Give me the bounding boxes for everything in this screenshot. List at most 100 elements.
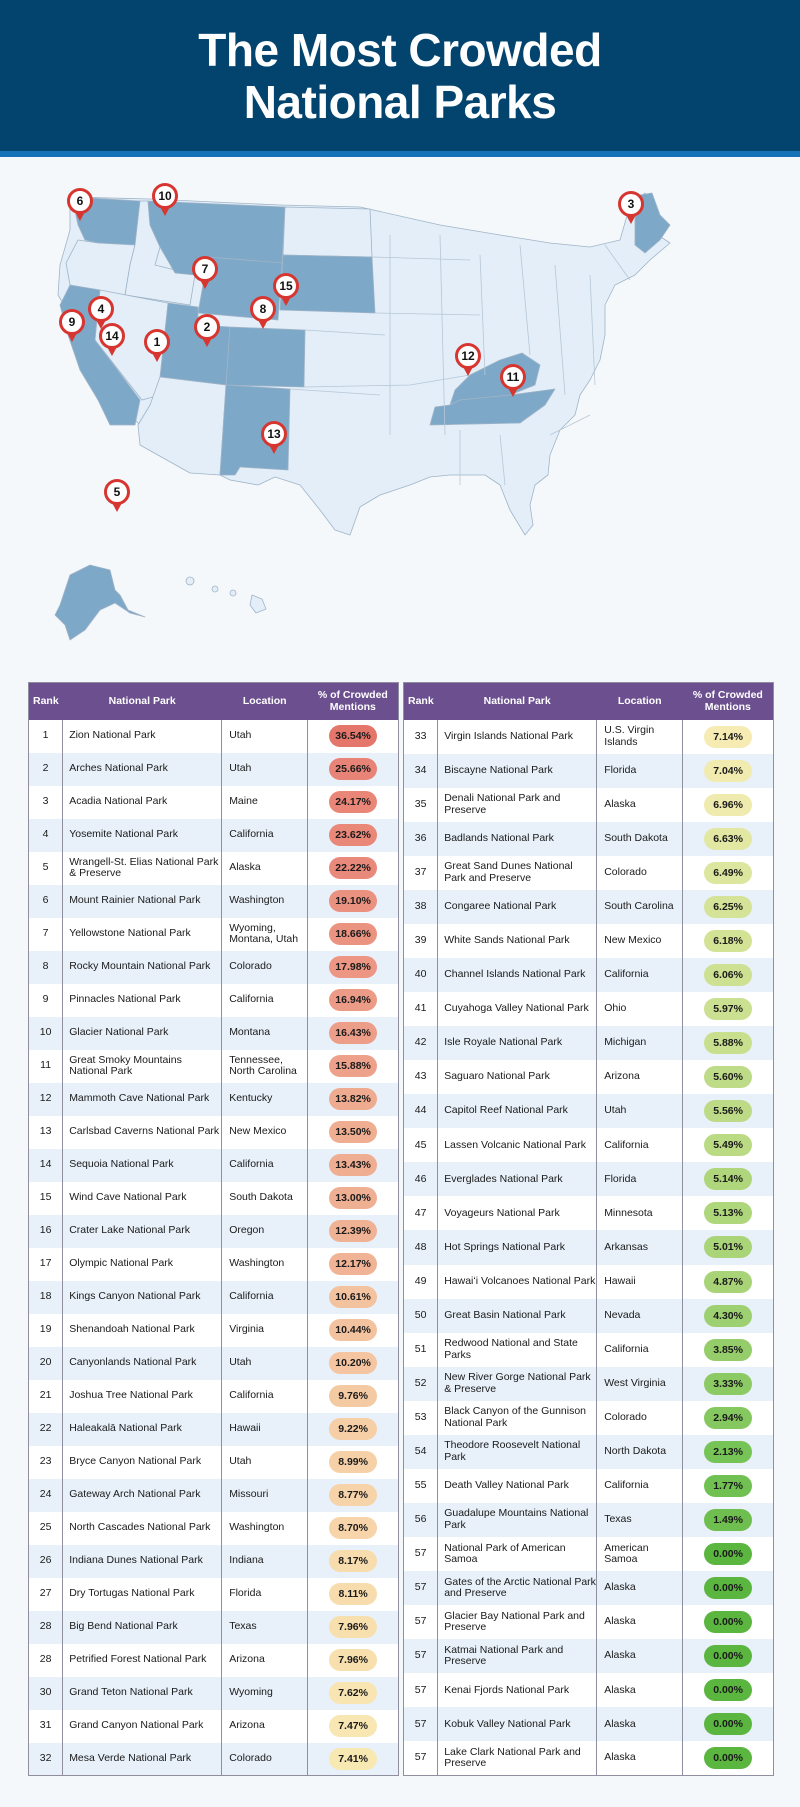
pin-number: 8: [250, 296, 276, 322]
map-pin-rank-5[interactable]: 5: [104, 479, 130, 513]
pct-cell: 16.94%: [307, 983, 399, 1017]
table-row: 37 Great Sand Dunes National Park and Pre…: [403, 855, 774, 890]
location-cell: Arizona: [221, 1709, 308, 1743]
pct-cell: 2.13%: [682, 1434, 774, 1469]
table-row: 10 Glacier National Park Montana 16.43%: [28, 1016, 399, 1050]
header-pct-line2: Mentions: [704, 701, 751, 714]
pct-badge: 8.77%: [329, 1484, 378, 1506]
table-row: 18 Kings Canyon National Park California 10…: [28, 1280, 399, 1314]
table-row: 57 Gates of the Arctic National Park and …: [403, 1571, 774, 1606]
park-name-cell: Mount Rainier National Park: [62, 884, 222, 918]
location-cell: Colorado: [221, 1742, 308, 1776]
location-cell: Washington: [221, 1247, 308, 1281]
pct-badge: 5.13%: [704, 1202, 753, 1225]
pct-cell: 7.96%: [307, 1610, 399, 1644]
table-row: 57 Kobuk Valley National Park Alaska 0.00%: [403, 1707, 774, 1742]
location-cell: Alaska: [596, 1707, 683, 1742]
map-pin-rank-12[interactable]: 12: [455, 343, 481, 377]
pct-badge: 7.96%: [329, 1616, 378, 1638]
location-cell: California: [596, 1128, 683, 1163]
pin-number: 4: [88, 296, 114, 322]
table-row: 42 Isle Royale National Park Michigan 5.88%: [403, 1026, 774, 1061]
map-pin-rank-11[interactable]: 11: [500, 364, 526, 398]
map-pin-rank-7[interactable]: 7: [192, 256, 218, 290]
rank-cell: 15: [28, 1181, 63, 1215]
location-cell: California: [221, 1280, 308, 1314]
table-header-row: Rank National Park Location % of Crowded…: [403, 682, 774, 720]
location-cell: Arizona: [596, 1060, 683, 1095]
map-pin-rank-13[interactable]: 13: [261, 421, 287, 455]
rank-cell: 3: [28, 785, 63, 819]
rank-cell: 57: [403, 1537, 438, 1572]
table-row: 26 Indiana Dunes National Park Indiana 8.17…: [28, 1544, 399, 1578]
map-pin-rank-15[interactable]: 15: [273, 273, 299, 307]
header-pct-line1: % of Crowded: [317, 689, 388, 702]
pct-cell: 0.00%: [682, 1639, 774, 1674]
rank-cell: 46: [403, 1162, 438, 1197]
rank-cell: 44: [403, 1094, 438, 1129]
table-row: 41 Cuyahoga Valley National Park Ohio 5.97%: [403, 992, 774, 1027]
rank-cell: 31: [28, 1709, 63, 1743]
park-name-cell: Hawaiʻi Volcanoes National Park: [437, 1264, 597, 1299]
rank-cell: 57: [403, 1639, 438, 1674]
location-cell: California: [221, 1379, 308, 1413]
map-pin-rank-6[interactable]: 6: [67, 188, 93, 222]
park-name-cell: Sequoia National Park: [62, 1148, 222, 1182]
table-row: 19 Shenandoah National Park Virginia 10.44%: [28, 1313, 399, 1347]
header-rank: Rank: [403, 682, 438, 720]
title-line-1: The Most Crowded: [198, 23, 602, 76]
location-cell: Arizona: [221, 1643, 308, 1677]
pct-cell: 0.00%: [682, 1571, 774, 1606]
park-name-cell: Kenai Fjords National Park: [437, 1673, 597, 1708]
table-row: 39 White Sands National Park New Mexico 6.1…: [403, 923, 774, 958]
table-row: 38 Congaree National Park South Carolina 6.…: [403, 889, 774, 924]
map-pin-rank-9[interactable]: 9: [59, 309, 85, 343]
map-pin-rank-2[interactable]: 2: [194, 314, 220, 348]
rankings-table-right: Rank National Park Location % of Crowded…: [403, 682, 774, 1776]
header-rank: Rank: [28, 682, 63, 720]
rank-cell: 11: [28, 1049, 63, 1083]
table-row: 45 Lassen Volcanic National Park Californi…: [403, 1128, 774, 1163]
pct-cell: 5.01%: [682, 1230, 774, 1265]
location-cell: Hawaii: [221, 1412, 308, 1446]
park-name-cell: Channel Islands National Park: [437, 957, 597, 992]
table-row: 12 Mammoth Cave National Park Kentucky 13.8…: [28, 1082, 399, 1116]
table-row: 57 National Park of American Samoa America…: [403, 1537, 774, 1572]
table-row: 20 Canyonlands National Park Utah 10.20%: [28, 1346, 399, 1380]
pct-cell: 5.97%: [682, 992, 774, 1027]
pct-badge: 8.11%: [329, 1583, 378, 1605]
location-cell: Nevada: [596, 1298, 683, 1333]
park-name-cell: Everglades National Park: [437, 1162, 597, 1197]
pct-badge: 7.47%: [329, 1715, 378, 1737]
map-pin-rank-8[interactable]: 8: [250, 296, 276, 330]
table-row: 33 Virgin Islands National Park U.S. Virgi…: [403, 719, 774, 754]
pct-cell: 16.43%: [307, 1016, 399, 1050]
rank-cell: 25: [28, 1511, 63, 1545]
pct-cell: 8.11%: [307, 1577, 399, 1611]
pct-badge: 17.98%: [329, 956, 378, 978]
pct-cell: 7.41%: [307, 1742, 399, 1776]
location-cell: Missouri: [221, 1478, 308, 1512]
rank-cell: 24: [28, 1478, 63, 1512]
rank-cell: 8: [28, 950, 63, 984]
map-pin-rank-3[interactable]: 3: [618, 191, 644, 225]
table-row: 54 Theodore Roosevelt National Park North …: [403, 1434, 774, 1469]
table-row: 17 Olympic National Park Washington 12.17%: [28, 1247, 399, 1281]
header-pct-line1: % of Crowded: [692, 689, 763, 702]
rank-cell: 53: [403, 1400, 438, 1435]
table-row: 27 Dry Tortugas National Park Florida 8.11%: [28, 1577, 399, 1611]
map-pin-rank-14[interactable]: 14: [99, 323, 125, 357]
rank-cell: 43: [403, 1060, 438, 1095]
rank-cell: 28: [28, 1643, 63, 1677]
pct-badge: 22.22%: [329, 857, 378, 879]
pct-badge: 13.43%: [329, 1154, 378, 1176]
location-cell: Alaska: [596, 1639, 683, 1674]
map-pin-rank-10[interactable]: 10: [152, 183, 178, 217]
pct-cell: 6.63%: [682, 821, 774, 856]
map-pin-rank-1[interactable]: 1: [144, 329, 170, 363]
rankings-table-left: Rank National Park Location % of Crowded…: [28, 682, 399, 1776]
table-row: 46 Everglades National Park Florida 5.14%: [403, 1162, 774, 1197]
park-name-cell: Mesa Verde National Park: [62, 1742, 222, 1776]
rank-cell: 26: [28, 1544, 63, 1578]
park-name-cell: Katmai National Park and Preserve: [437, 1639, 597, 1674]
